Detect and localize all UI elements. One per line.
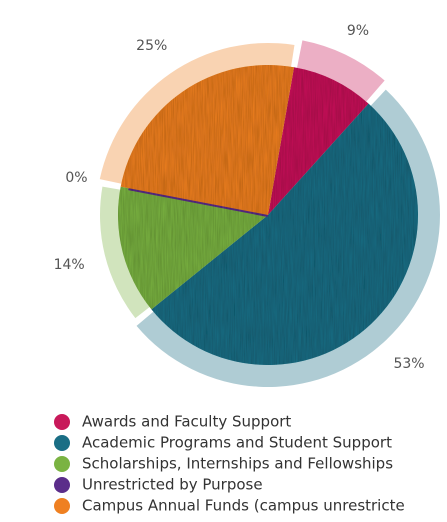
slices <box>118 65 418 365</box>
legend-label: Scholarships, Internships and Fellowship… <box>82 455 393 473</box>
legend-swatch <box>54 456 70 472</box>
legend-label: Awards and Faculty Support <box>82 413 291 431</box>
legend-label: Unrestricted by Purpose <box>82 476 263 494</box>
legend-swatch <box>54 498 70 514</box>
legend-swatch <box>54 477 70 493</box>
page: {"chart_data": {"type": "pie", "categori… <box>0 0 447 522</box>
value-label: 9% <box>347 23 369 39</box>
value-label: 14% <box>54 257 85 273</box>
legend-swatch <box>54 435 70 451</box>
legend-label: Academic Programs and Student Support <box>82 434 392 452</box>
chart: 9% 53% 14% 0% 25% Awards and Faculty Support… <box>0 0 447 522</box>
value-label: 53% <box>393 356 424 372</box>
legend-swatch <box>54 414 70 430</box>
value-label: 25% <box>136 38 167 54</box>
value-label: 0% <box>65 170 87 186</box>
legend: Awards and Faculty Support Academic Progr… <box>54 413 405 515</box>
legend-label: Campus Annual Funds (campus unrestricte <box>82 497 405 515</box>
